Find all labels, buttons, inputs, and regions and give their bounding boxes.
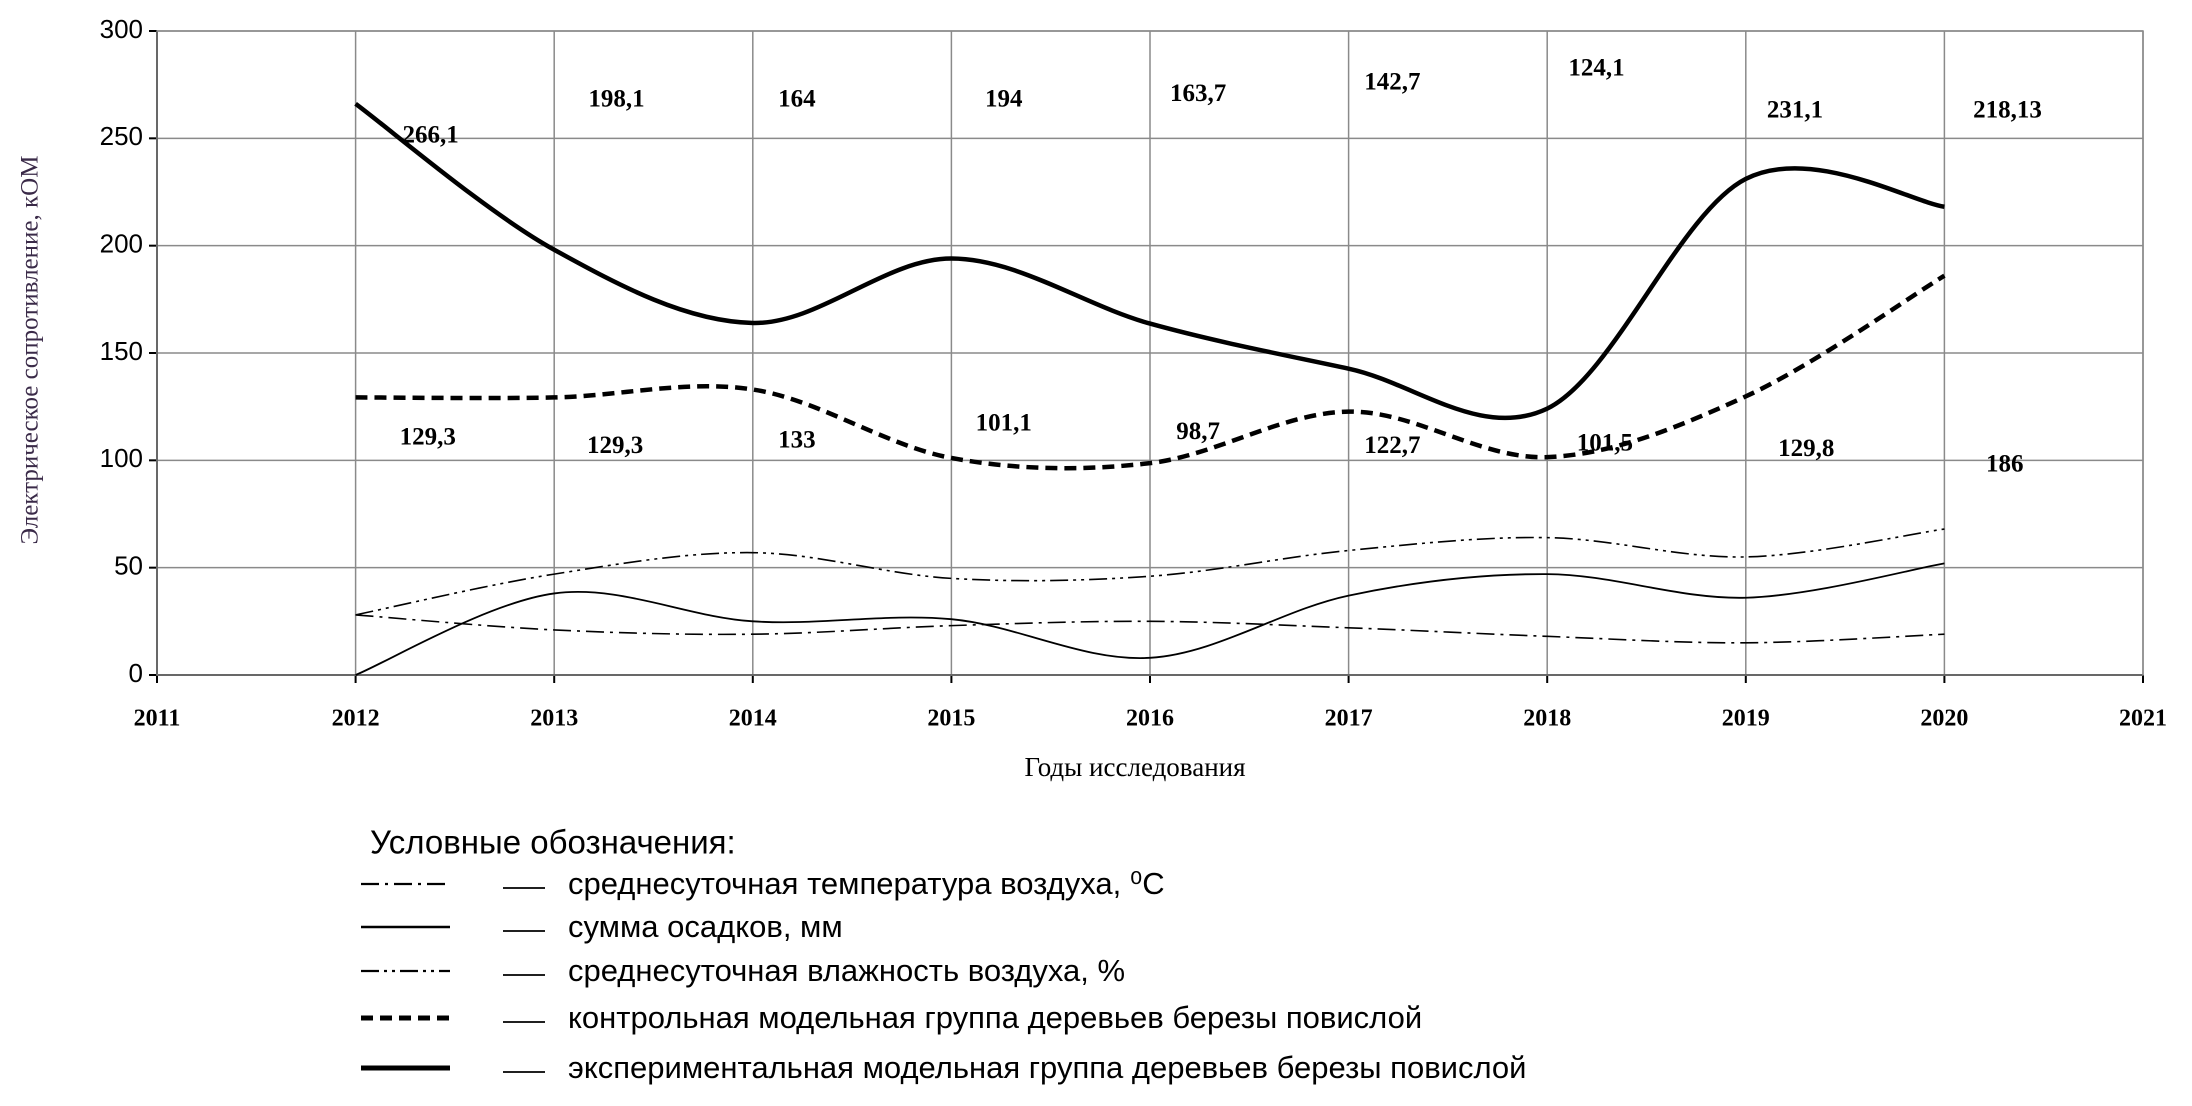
series-line xyxy=(355,562,1945,676)
y-axis-title: Электрическое сопротивление, кОМ xyxy=(17,156,44,545)
data-label: 194 xyxy=(985,85,1023,112)
plot-frame xyxy=(156,30,2144,676)
y-tick-label: 50 xyxy=(114,551,143,581)
x-tick-label: 2019 xyxy=(1722,706,1770,732)
data-label: 124,1 xyxy=(1568,55,1624,82)
y-tick-label: 100 xyxy=(100,443,143,473)
legend-label: сумма осадков, мм xyxy=(568,909,843,944)
y-tick-label: 300 xyxy=(100,14,143,44)
data-label: 142,7 xyxy=(1364,69,1420,96)
x-axis-title: Годы исследования xyxy=(1024,752,1245,782)
x-tick-label: 2017 xyxy=(1325,706,1373,732)
legend-label: среднесуточная температура воздуха, ⁰С xyxy=(568,866,1165,901)
legend-title: Условные обозначения: xyxy=(370,824,736,861)
x-tick-label: 2014 xyxy=(729,706,777,732)
y-tick-label: 250 xyxy=(100,121,143,151)
y-tick-label: 150 xyxy=(100,336,143,366)
legend-label: экспериментальная модельная группа дерев… xyxy=(568,1050,1527,1085)
y-tick-label: 200 xyxy=(100,229,143,259)
y-tick-label: 0 xyxy=(129,658,143,688)
data-label: 129,3 xyxy=(587,432,643,459)
legend-label: среднесуточная влажность воздуха, % xyxy=(568,953,1125,988)
data-label: 186 xyxy=(1986,450,2024,477)
data-label: 231,1 xyxy=(1767,97,1823,124)
data-label: 98,7 xyxy=(1176,418,1220,445)
x-tick-label: 2018 xyxy=(1523,706,1571,732)
data-label: 163,7 xyxy=(1170,80,1226,107)
series-line xyxy=(355,614,1945,644)
x-tick-label: 2016 xyxy=(1126,706,1174,732)
x-tick-label: 2013 xyxy=(530,706,578,732)
data-label: 122,7 xyxy=(1364,432,1420,459)
data-label: 133 xyxy=(778,427,816,454)
data-label: 164 xyxy=(778,85,816,112)
data-label: 129,3 xyxy=(400,424,456,451)
data-label: 101,1 xyxy=(976,410,1032,437)
x-tick-label: 2012 xyxy=(332,706,380,732)
series-line xyxy=(355,528,1945,616)
x-tick-label: 2011 xyxy=(134,706,181,732)
x-tick-label: 2020 xyxy=(1920,706,1968,732)
data-label: 198,1 xyxy=(588,85,644,112)
x-tick-label: 2015 xyxy=(927,706,975,732)
data-label: 218,13 xyxy=(1973,97,2042,124)
legend-label: контрольная модельная группа деревьев бе… xyxy=(568,1000,1422,1035)
data-label: 101,5 xyxy=(1577,429,1633,456)
data-label: 266,1 xyxy=(402,122,458,149)
x-tick-label: 2021 xyxy=(2119,706,2167,732)
data-label: 129,8 xyxy=(1778,435,1834,462)
series-line xyxy=(355,273,1946,471)
series-line xyxy=(354,101,1945,421)
